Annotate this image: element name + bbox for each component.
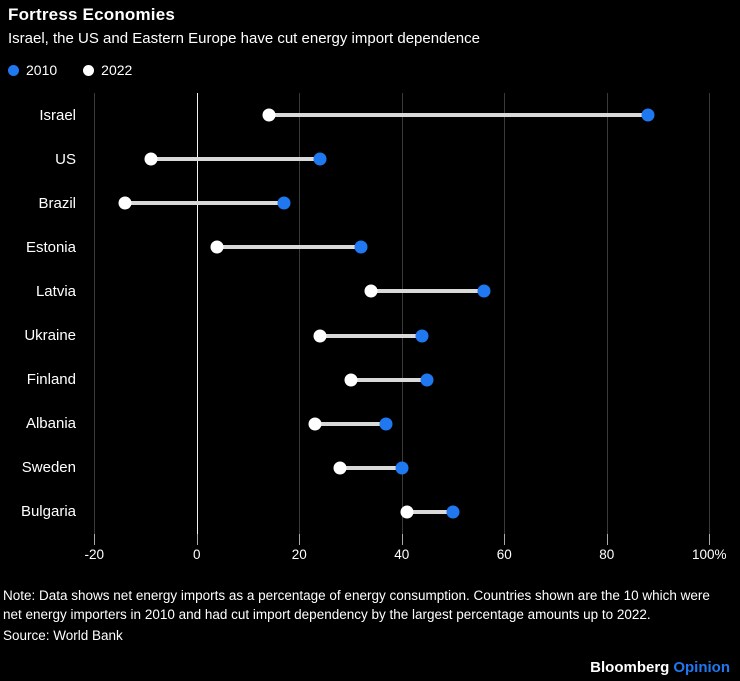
legend-item-2022: 2022: [83, 62, 132, 78]
x-tick: [401, 534, 403, 545]
x-tick: [299, 534, 301, 545]
source-line: Source: World Bank: [3, 628, 123, 644]
chart-area: Israel US Brazil Estonia Latvia Ukraine Finlan…: [0, 93, 740, 534]
connector-line: [314, 421, 387, 426]
country-label: US: [55, 150, 76, 168]
x-tick: [504, 534, 506, 545]
x-tick: [94, 534, 96, 545]
gridline: [401, 93, 403, 534]
legend-item-2010: 2010: [8, 62, 57, 78]
dumbbell-row: [84, 490, 740, 534]
country-label: Sweden: [21, 459, 76, 477]
dumbbell-row: [84, 446, 740, 490]
chart-title: Fortress Economies: [8, 5, 176, 24]
country-label: Ukraine: [24, 327, 76, 345]
dumbbell-row: [84, 225, 740, 269]
dot-2022: [333, 461, 347, 475]
x-tick-label: 80: [599, 547, 615, 562]
connector-line: [217, 245, 361, 250]
dot-2010: [446, 505, 460, 519]
dot-2010: [477, 284, 491, 298]
legend-label-2010: 2010: [26, 62, 58, 78]
x-tick-label: 40: [394, 547, 410, 562]
connector-line: [319, 333, 423, 338]
dumbbell-row: [84, 93, 740, 137]
dumbbell-row: [84, 358, 740, 402]
country-label: Israel: [39, 106, 76, 124]
legend-dot-2010-icon: [8, 64, 19, 76]
connector-line: [268, 113, 648, 118]
gridline: [709, 93, 711, 534]
x-tick-label: -20: [84, 547, 105, 562]
dumbbell-row: [84, 137, 740, 181]
gridline: [606, 93, 608, 534]
dot-2010: [641, 108, 655, 122]
x-tick: [606, 534, 608, 545]
brand-bloomberg: Bloomberg: [590, 659, 670, 676]
dot-2010: [277, 196, 291, 210]
connector-line: [125, 201, 284, 206]
legend: 2010 2022: [0, 47, 740, 78]
x-tick: [709, 534, 711, 545]
footnote: Note: Data shows net energy imports as a…: [3, 588, 710, 622]
dot-2010: [415, 329, 429, 343]
connector-line: [150, 157, 320, 162]
x-tick: [196, 534, 198, 545]
country-label: Albania: [25, 415, 76, 433]
dot-2010: [420, 373, 434, 387]
dot-2010: [354, 240, 368, 254]
legend-label-2022: 2022: [101, 62, 133, 78]
header: Fortress Economies Israel, the US and Ea…: [0, 0, 740, 47]
dot-2010: [379, 417, 393, 431]
dumbbell-row: [84, 402, 740, 446]
x-tick-label: 60: [496, 547, 512, 562]
dumbbell-row: [84, 181, 740, 225]
dumbbell-row: [84, 269, 740, 313]
footer: Note: Data shows net energy imports as a…: [0, 574, 740, 646]
dot-2022: [313, 329, 327, 343]
dot-2022: [364, 284, 378, 298]
brand-opinion: Opinion: [673, 659, 730, 676]
dot-2022: [144, 152, 158, 166]
x-tick-label: 100%: [691, 547, 727, 562]
chart-subtitle: Israel, the US and Eastern Europe have c…: [8, 30, 480, 47]
dot-2022: [400, 505, 414, 519]
dumbbell-row: [84, 314, 740, 358]
dot-2010: [313, 152, 327, 166]
connector-line: [340, 465, 402, 470]
dot-2022: [118, 196, 132, 210]
zero-gridline: [196, 93, 198, 534]
country-label: Finland: [26, 371, 76, 389]
connector-line: [406, 509, 453, 514]
dot-2022: [344, 373, 357, 387]
gridline: [299, 93, 301, 534]
country-label: Bulgaria: [20, 503, 76, 521]
x-tick-label: 20: [291, 547, 307, 562]
connector-line: [350, 377, 428, 382]
brand-logo: Bloomberg Opinion: [590, 659, 730, 676]
x-tick-label: 0: [192, 547, 201, 562]
connector-line: [371, 289, 484, 294]
country-label: Estonia: [25, 238, 76, 256]
dot-2022: [262, 108, 275, 122]
category-labels: Israel US Brazil Estonia Latvia Ukraine Finlan…: [0, 93, 76, 534]
dot-2022: [210, 240, 224, 254]
x-axis: -20 0 20 40 60 80 100%: [84, 534, 740, 574]
gridline: [504, 93, 506, 534]
dot-2010: [395, 461, 409, 475]
gridline: [94, 93, 96, 534]
country-label: Latvia: [35, 282, 76, 300]
plot-area: [84, 93, 740, 534]
dot-2022: [308, 417, 322, 431]
country-label: Brazil: [38, 194, 76, 212]
legend-dot-2022-icon: [83, 64, 95, 76]
